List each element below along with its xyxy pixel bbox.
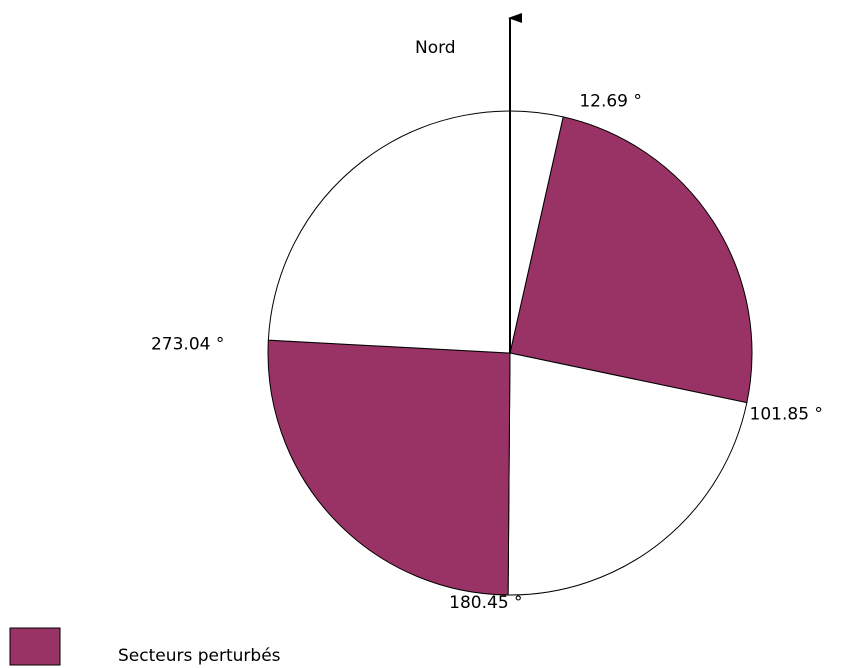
sector xyxy=(509,116,753,404)
north-label: Nord xyxy=(415,38,456,58)
bearing-label: 101.85 ° xyxy=(750,404,823,424)
legend-swatch xyxy=(9,627,61,666)
sector xyxy=(507,352,748,596)
sector xyxy=(267,339,511,596)
bearing-label: 273.04 ° xyxy=(151,335,224,355)
sectors xyxy=(267,110,753,596)
bearing-label: 180.45 ° xyxy=(449,593,522,613)
legend-label: Secteurs perturbés xyxy=(118,646,281,666)
bearing-label: 12.69 ° xyxy=(579,92,642,112)
